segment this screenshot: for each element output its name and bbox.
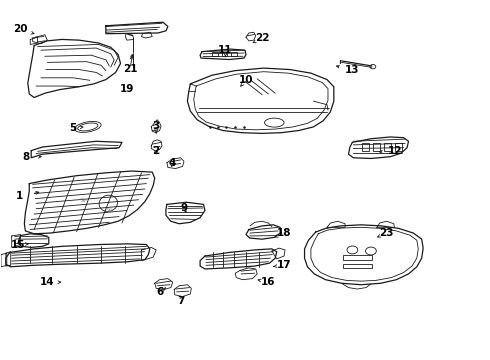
Text: 13: 13 bbox=[345, 64, 360, 75]
Bar bbox=[362, 143, 369, 151]
Text: 16: 16 bbox=[261, 277, 276, 287]
Bar bbox=[395, 143, 402, 151]
Text: 5: 5 bbox=[70, 123, 77, 133]
Bar bbox=[343, 264, 372, 268]
Text: 21: 21 bbox=[123, 64, 138, 74]
Text: 17: 17 bbox=[277, 260, 292, 270]
Text: 4: 4 bbox=[168, 158, 175, 168]
Text: 8: 8 bbox=[23, 152, 30, 162]
Bar bbox=[384, 143, 391, 151]
Text: 6: 6 bbox=[156, 287, 163, 297]
Text: 10: 10 bbox=[239, 75, 253, 85]
Text: 1: 1 bbox=[16, 191, 23, 201]
Text: 20: 20 bbox=[13, 24, 28, 35]
Text: 22: 22 bbox=[255, 33, 270, 43]
Text: 9: 9 bbox=[180, 203, 188, 213]
Text: 2: 2 bbox=[152, 145, 160, 156]
Text: 19: 19 bbox=[120, 84, 134, 94]
Text: 12: 12 bbox=[388, 146, 403, 156]
Bar bbox=[221, 52, 227, 56]
Bar bbox=[373, 143, 380, 151]
Text: Sp: Sp bbox=[80, 197, 88, 203]
Bar bbox=[212, 52, 218, 56]
Bar bbox=[231, 52, 237, 56]
Text: 18: 18 bbox=[277, 228, 291, 238]
Text: 15: 15 bbox=[11, 239, 25, 249]
Text: 14: 14 bbox=[40, 277, 54, 287]
Text: 7: 7 bbox=[177, 296, 184, 306]
Text: Sp: Sp bbox=[106, 207, 114, 213]
Text: 3: 3 bbox=[152, 121, 160, 131]
Text: 23: 23 bbox=[379, 228, 394, 238]
Bar bbox=[343, 255, 372, 260]
Text: 11: 11 bbox=[218, 45, 233, 55]
